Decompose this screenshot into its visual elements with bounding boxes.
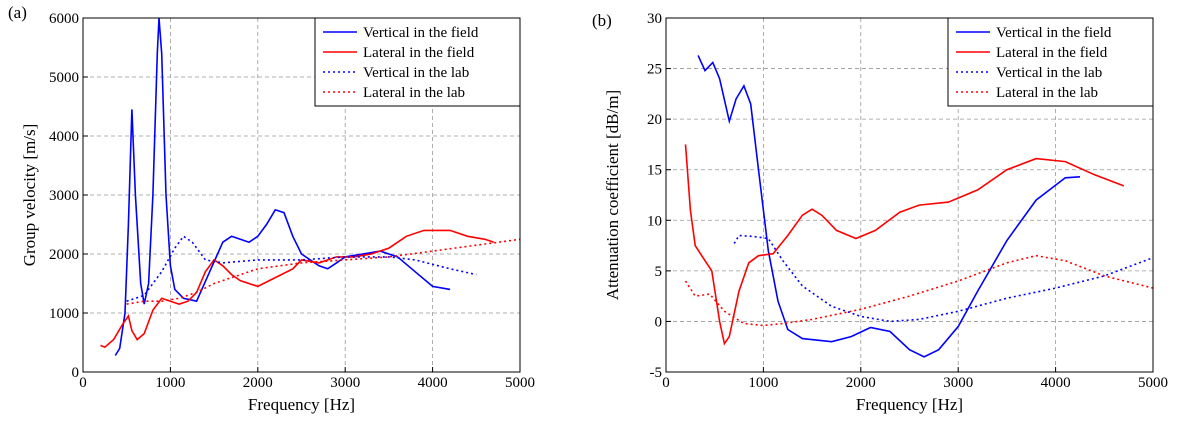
y-tick-label: -5: [650, 365, 663, 381]
series-line: [684, 254, 1153, 327]
y-tick-label: 5: [655, 264, 663, 280]
x-tick-label: 1000: [748, 375, 778, 391]
y-tick-label: 15: [647, 163, 662, 179]
y-tick-label: 4000: [49, 129, 79, 145]
series-line: [126, 235, 477, 302]
y-axis-label: Attenuation coefficient [dB/m]: [603, 90, 622, 300]
y-tick-label: 6000: [49, 11, 79, 27]
x-tick-label: 5000: [505, 375, 535, 391]
legend-label: Lateral in the field: [996, 45, 1108, 61]
legend-label: Vertical in the field: [996, 25, 1112, 41]
panel-label: (a): [8, 3, 27, 22]
x-axis-label: Frequency [Hz]: [856, 395, 963, 414]
legend-label: Lateral in the lab: [363, 85, 465, 101]
y-tick-label: 0: [72, 365, 80, 381]
series-line: [733, 234, 1153, 323]
y-tick-label: 1000: [49, 306, 79, 322]
x-tick-label: 4000: [1041, 375, 1071, 391]
plot-frame: [82, 17, 521, 373]
y-tick-label: 25: [647, 62, 662, 78]
x-axis-label: Frequency [Hz]: [248, 395, 355, 414]
series-line: [100, 229, 495, 349]
x-tick-label: 5000: [1138, 375, 1168, 391]
panel-label: (b): [592, 11, 612, 30]
y-tick-label: 20: [647, 112, 662, 128]
series-line: [126, 238, 520, 305]
series-line: [684, 144, 1125, 346]
x-tick-label: 2000: [846, 375, 876, 391]
x-tick-label: 0: [662, 375, 670, 391]
series-line: [697, 55, 1081, 358]
legend-label: Vertical in the lab: [996, 65, 1102, 81]
x-tick-label: 4000: [418, 375, 448, 391]
x-tick-label: 3000: [330, 375, 360, 391]
legend-label: Vertical in the field: [363, 25, 479, 41]
legend-label: Vertical in the lab: [363, 65, 469, 81]
y-tick-label: 30: [647, 11, 662, 27]
x-tick-label: 3000: [943, 375, 973, 391]
legend-label: Lateral in the field: [363, 45, 475, 61]
x-tick-label: 0: [79, 375, 87, 391]
legend-label: Lateral in the lab: [996, 85, 1098, 101]
y-tick-label: 5000: [49, 70, 79, 86]
y-axis-label: Group velocity [m/s]: [20, 124, 39, 267]
y-tick-label: 10: [647, 213, 662, 229]
x-tick-label: 1000: [155, 375, 185, 391]
y-tick-label: 3000: [49, 188, 79, 204]
y-tick-label: 2000: [49, 247, 79, 263]
plot-frame: [665, 17, 1154, 373]
y-tick-label: 0: [655, 314, 663, 330]
x-tick-label: 2000: [243, 375, 273, 391]
